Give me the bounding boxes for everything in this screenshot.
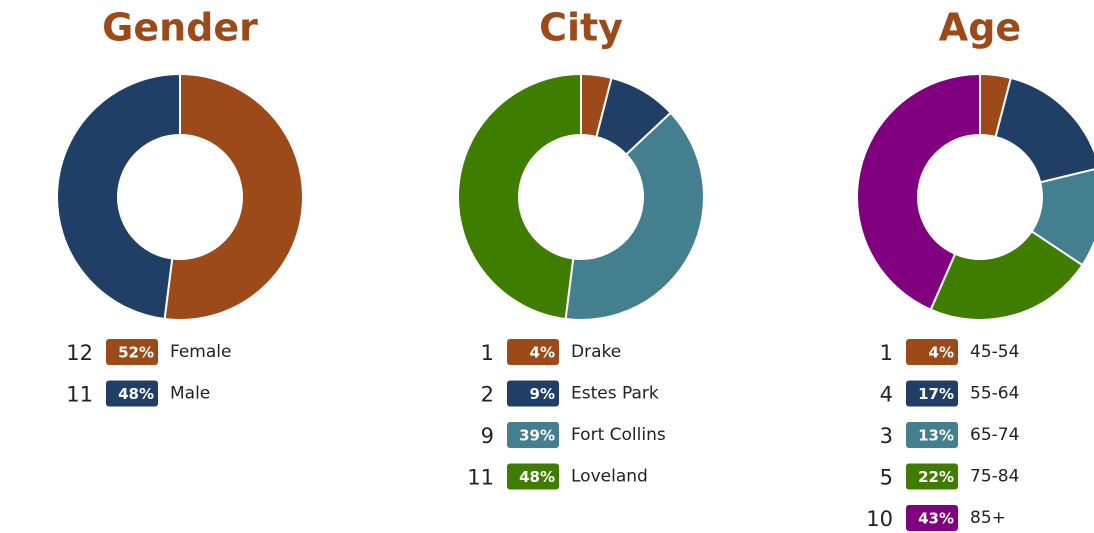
count: 12 bbox=[66, 341, 93, 365]
legend-row: 10 43% 85+ bbox=[866, 505, 1006, 531]
legend-badge bbox=[106, 339, 158, 365]
percent-label: 48% bbox=[519, 468, 555, 486]
legend-label: 75-84 bbox=[970, 467, 1019, 487]
legend-row: 2 9% Estes Park bbox=[481, 380, 659, 407]
percent-label: 17% bbox=[918, 385, 954, 403]
percent-label: 22% bbox=[918, 468, 954, 486]
legend-label: Drake bbox=[571, 342, 621, 362]
chart-title: City bbox=[539, 6, 623, 50]
percent-label: 43% bbox=[918, 510, 954, 528]
legend-badge bbox=[507, 380, 559, 407]
chart-title: Gender bbox=[102, 6, 258, 50]
legend-badge bbox=[906, 380, 958, 407]
legend-badge bbox=[906, 505, 958, 531]
legend-badge bbox=[507, 339, 559, 365]
count: 2 bbox=[481, 383, 494, 407]
legend-label: Loveland bbox=[571, 467, 648, 487]
percent-label: 9% bbox=[530, 385, 555, 403]
donut-slice bbox=[163, 72, 304, 321]
count: 5 bbox=[880, 466, 893, 490]
percent-label: 52% bbox=[118, 344, 154, 362]
legend-label: Fort Collins bbox=[571, 425, 666, 445]
count: 9 bbox=[481, 424, 494, 448]
percent-label: 48% bbox=[118, 385, 154, 403]
count: 1 bbox=[880, 341, 893, 365]
legend-badge bbox=[906, 422, 958, 448]
legend-badge bbox=[906, 339, 958, 365]
percent-label: 13% bbox=[918, 427, 954, 445]
legend-label: Male bbox=[170, 384, 210, 404]
legend-label: Female bbox=[170, 342, 231, 362]
percent-label: 4% bbox=[530, 344, 555, 362]
chart-title: Age bbox=[939, 6, 1021, 50]
legend-row: 1 4% 45-54 bbox=[880, 339, 1019, 365]
legend-badge bbox=[906, 463, 958, 490]
percent-label: 39% bbox=[519, 427, 555, 445]
donut-slice bbox=[929, 229, 1084, 321]
count: 11 bbox=[66, 383, 93, 407]
legend-row: 4 17% 55-64 bbox=[880, 380, 1019, 407]
percent-label: 4% bbox=[929, 344, 954, 362]
legend-badge bbox=[507, 422, 559, 448]
donut-slice bbox=[856, 72, 981, 311]
legend-label: 45-54 bbox=[970, 342, 1019, 362]
legend-row: 9 39% Fort Collins bbox=[481, 422, 666, 448]
legend-label: 85+ bbox=[970, 508, 1006, 528]
donut-slice bbox=[56, 72, 181, 321]
donut-slice bbox=[564, 111, 705, 321]
legend-row: 5 22% 75-84 bbox=[880, 463, 1019, 490]
legend-label: 65-74 bbox=[970, 425, 1019, 445]
count: 4 bbox=[880, 383, 893, 407]
legend-row: 11 48% Male bbox=[66, 380, 210, 407]
legend-label: Estes Park bbox=[571, 384, 659, 404]
legend-row: 1 4% Drake bbox=[481, 339, 621, 365]
count: 11 bbox=[467, 466, 494, 490]
legend-row: 11 48% Loveland bbox=[467, 463, 648, 490]
donut-slice bbox=[457, 72, 582, 321]
legend-badge bbox=[507, 463, 559, 490]
count: 1 bbox=[481, 341, 494, 365]
count: 10 bbox=[866, 507, 893, 531]
count: 3 bbox=[880, 424, 893, 448]
legend-badge bbox=[106, 380, 158, 407]
legend-label: 55-64 bbox=[970, 384, 1019, 404]
legend-row: 3 13% 65-74 bbox=[880, 422, 1019, 448]
donut-slice bbox=[994, 76, 1094, 184]
legend-row: 12 52% Female bbox=[66, 339, 231, 365]
